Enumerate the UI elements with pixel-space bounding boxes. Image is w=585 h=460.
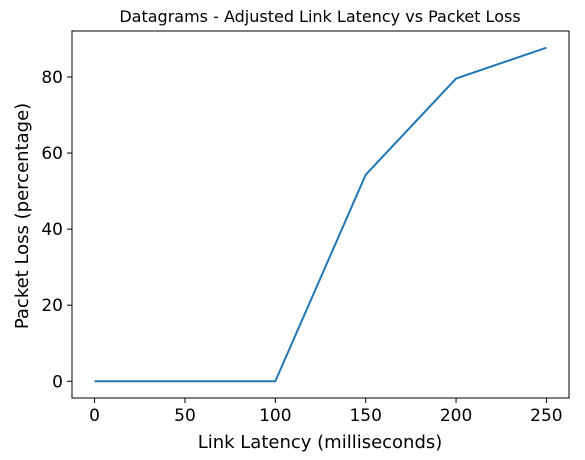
y-tick-label: 40 xyxy=(41,220,63,240)
y-tick-label: 60 xyxy=(41,144,63,164)
x-tick-label: 250 xyxy=(530,406,562,426)
plot-frame xyxy=(71,30,570,399)
x-tick-label: 150 xyxy=(349,406,381,426)
x-tick-label: 200 xyxy=(440,406,472,426)
x-axis-label: Link Latency (milliseconds) xyxy=(198,432,443,453)
x-tick-label: 0 xyxy=(89,406,100,426)
y-axis-label: Packet Loss (percentage) xyxy=(12,103,33,329)
x-tick-label: 100 xyxy=(259,406,291,426)
plot-area: 0 50 100 150 200 250 0 20 40 60 80 xyxy=(41,30,570,426)
y-tick-label: 0 xyxy=(52,372,63,392)
chart-title: Datagrams - Adjusted Link Latency vs Pac… xyxy=(119,7,520,26)
y-tick-label: 20 xyxy=(41,296,63,316)
series-line xyxy=(94,46,547,383)
y-tick-label: 80 xyxy=(41,68,63,88)
x-tick-label: 50 xyxy=(174,406,196,426)
